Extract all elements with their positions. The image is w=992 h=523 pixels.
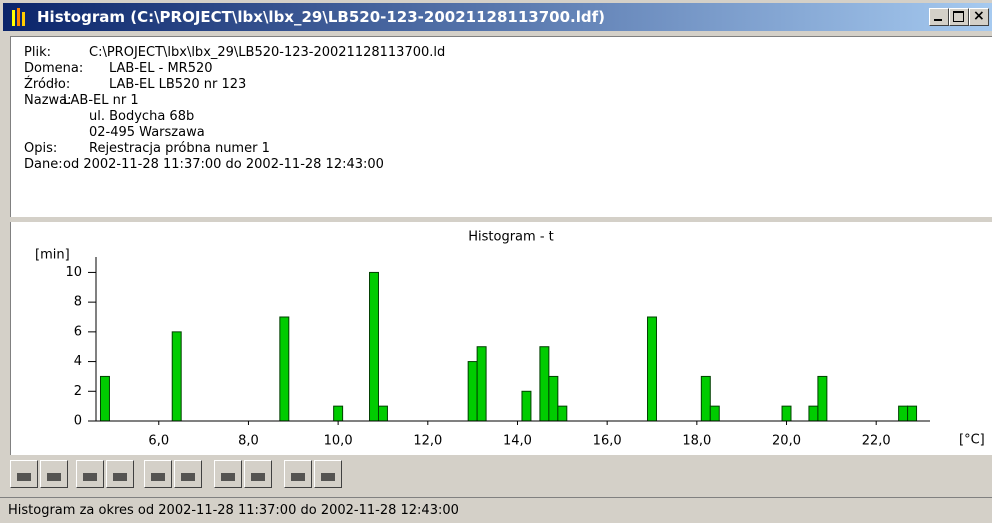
- x-tick-label: 14,0: [503, 434, 532, 449]
- close-button[interactable]: ×: [969, 8, 989, 26]
- window-title: Histogram (C:\PROJECT\lbx\lbx_29\LB520-1…: [37, 8, 605, 26]
- bar: [521, 390, 532, 422]
- info-value: C:\PROJECT\lbx\lbx_29\LB520-123-20021128…: [89, 45, 446, 60]
- x-tick-label: 6,0: [148, 434, 169, 449]
- toolbar-button[interactable]: [40, 460, 68, 488]
- bar: [781, 405, 792, 422]
- bar: [476, 346, 487, 422]
- y-tick-label: 6: [74, 324, 82, 339]
- y-tick-label: 0: [74, 414, 82, 429]
- x-tick-label: 16,0: [593, 434, 622, 449]
- bar: [377, 405, 388, 422]
- toolbar-button[interactable]: [174, 460, 202, 488]
- info-label: Domena:: [24, 61, 84, 76]
- toolbar-button[interactable]: [284, 460, 312, 488]
- maximize-button[interactable]: [949, 8, 969, 26]
- toolbar-button[interactable]: [10, 460, 38, 488]
- bar: [709, 405, 720, 422]
- toolbar-button[interactable]: [314, 460, 342, 488]
- toolbar-button[interactable]: [106, 460, 134, 488]
- minimize-button[interactable]: [929, 8, 949, 26]
- bar: [898, 405, 909, 422]
- toolbar-button[interactable]: [244, 460, 272, 488]
- bar: [539, 346, 550, 422]
- x-tick-label: 12,0: [413, 434, 442, 449]
- x-tick-label: 22,0: [862, 434, 891, 449]
- x-tick-label: 20,0: [772, 434, 801, 449]
- title-bar: Histogram (C:\PROJECT\lbx\lbx_29\LB520-1…: [3, 3, 992, 31]
- bar: [279, 316, 290, 422]
- bar: [647, 316, 657, 422]
- y-axis-label: [min]: [35, 248, 70, 263]
- x-axis-label: [°C]: [959, 433, 985, 448]
- status-bar: Histogram za okres od 2002-11-28 11:37:0…: [0, 497, 992, 523]
- info-value: 02-495 Warszawa: [89, 125, 205, 140]
- toolbar-button[interactable]: [144, 460, 172, 488]
- y-tick-label: 8: [74, 295, 82, 310]
- bar: [808, 405, 819, 422]
- toolbar-button[interactable]: [214, 460, 242, 488]
- info-panel: Plik: C:\PROJECT\lbx\lbx_29\LB520-123-200…: [10, 36, 992, 217]
- bar: [907, 405, 918, 422]
- status-text: Histogram za okres od 2002-11-28 11:37:0…: [8, 503, 459, 518]
- info-label: Nazwa:: [24, 93, 72, 108]
- bar: [817, 375, 828, 422]
- bar: [548, 375, 559, 422]
- y-tick-label: 10: [65, 265, 82, 280]
- info-label: Dane:: [24, 157, 63, 172]
- info-label: Źródło:: [24, 77, 71, 92]
- x-tick-label: 18,0: [682, 434, 711, 449]
- toolbar: [10, 456, 992, 494]
- bar: [171, 331, 182, 422]
- y-tick-label: 4: [74, 354, 82, 369]
- app-icon: [12, 8, 25, 26]
- y-tick-label: 2: [74, 384, 82, 399]
- bar: [99, 375, 110, 422]
- chart-title: Histogram - t: [468, 230, 554, 245]
- bar: [557, 405, 568, 422]
- info-value: LAB-EL - MR520: [109, 61, 213, 76]
- toolbar-button[interactable]: [76, 460, 104, 488]
- chart: Histogram - t [min] [°C] 0 2 4 6 8 10 6,0 8,0 10,0 1…: [10, 222, 992, 455]
- info-label: Plik:: [24, 45, 51, 60]
- x-tick-label: 10,0: [324, 434, 353, 449]
- bar: [333, 405, 344, 422]
- x-tick-label: 8,0: [238, 434, 259, 449]
- info-value: LAB-EL nr 1: [63, 93, 139, 108]
- bar: [700, 375, 711, 422]
- info-value: Rejestracja próbna numer 1: [89, 141, 270, 156]
- bar: [467, 361, 478, 422]
- info-value: LAB-EL LB520 nr 123: [109, 77, 247, 92]
- info-value: ul. Bodycha 68b: [89, 109, 195, 124]
- info-label: Opis:: [24, 141, 58, 156]
- bar: [369, 271, 379, 422]
- info-value: od 2002-11-28 11:37:00 do 2002-11-28 12:…: [63, 157, 384, 172]
